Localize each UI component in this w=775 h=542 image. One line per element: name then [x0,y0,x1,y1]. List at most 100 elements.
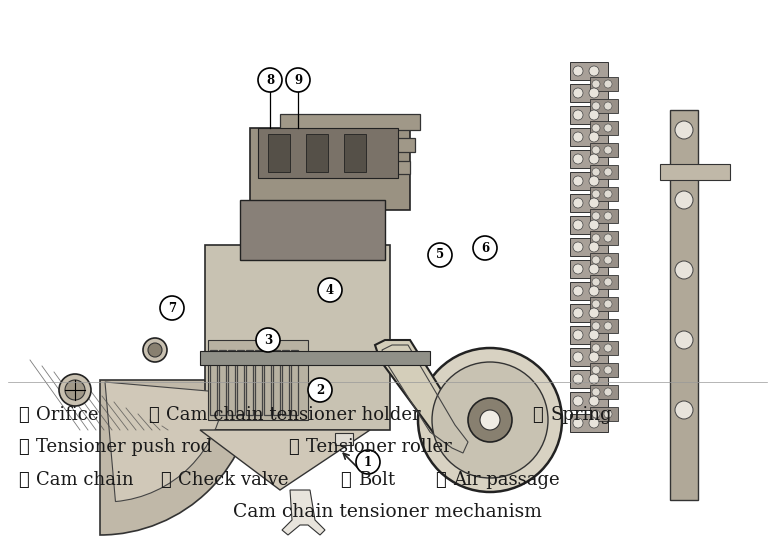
Bar [590,275,618,289]
Circle shape [573,330,583,340]
Bar [210,350,217,415]
Circle shape [589,264,599,274]
Text: ⑨: ⑨ [435,470,446,489]
Bar [344,134,366,172]
Bar [306,134,328,172]
Bar [590,165,618,179]
Circle shape [592,256,600,264]
Text: 4: 4 [326,283,334,296]
Circle shape [432,362,548,478]
Bar [200,351,430,365]
Bar [219,350,226,415]
Bar [590,341,618,355]
Circle shape [604,190,612,198]
Bar [205,245,390,430]
Bar [570,326,608,344]
Circle shape [675,261,693,279]
Circle shape [604,388,612,396]
Bar [264,350,271,415]
Bar [255,350,262,415]
Circle shape [592,80,600,88]
Circle shape [308,378,332,402]
Text: ②: ② [148,405,159,424]
Bar [268,134,290,172]
Bar [246,350,253,415]
Circle shape [589,330,599,340]
Circle shape [592,234,600,242]
Circle shape [592,322,600,330]
Circle shape [592,278,600,286]
Circle shape [65,380,85,400]
Circle shape [258,68,282,92]
Bar [280,114,420,130]
Circle shape [589,352,599,362]
Bar [590,77,618,91]
Bar [282,350,289,415]
Text: ⑤: ⑤ [288,438,298,456]
Wedge shape [105,382,225,501]
Text: ⑧: ⑧ [340,470,351,489]
Circle shape [418,348,562,492]
Circle shape [573,286,583,296]
Text: Bolt: Bolt [358,470,395,489]
Circle shape [589,198,599,208]
Bar [590,187,618,201]
Bar [590,407,618,421]
Bar [570,194,608,212]
Circle shape [428,243,452,267]
Bar [228,350,235,415]
Circle shape [592,366,600,374]
Bar [590,319,618,333]
Bar [590,363,618,377]
Circle shape [604,80,612,88]
Circle shape [589,110,599,120]
Circle shape [592,344,600,352]
Bar [237,350,244,415]
Text: 9: 9 [294,74,302,87]
Text: 7: 7 [168,301,176,314]
Text: 5: 5 [436,248,444,261]
Bar [570,84,608,102]
Bar [570,128,608,146]
Circle shape [604,146,612,154]
Bar [570,392,608,410]
Bar [250,128,410,210]
Circle shape [592,388,600,396]
Circle shape [573,352,583,362]
Bar [590,231,618,245]
Bar [570,172,608,190]
Bar [570,216,608,234]
Circle shape [256,328,280,352]
Bar [273,350,280,415]
Circle shape [480,410,500,430]
Bar [570,150,608,168]
Bar [290,161,410,174]
Bar [570,62,608,80]
Bar [590,385,618,399]
Circle shape [604,344,612,352]
Text: 8: 8 [266,74,274,87]
Circle shape [589,66,599,76]
Circle shape [604,366,612,374]
Circle shape [592,410,600,418]
Bar [570,304,608,322]
Text: ③: ③ [532,405,542,424]
Bar [570,370,608,388]
Bar [570,260,608,278]
Text: ⑥: ⑥ [18,470,29,489]
Circle shape [573,110,583,120]
Circle shape [675,121,693,139]
Text: Check valve: Check valve [178,470,288,489]
Bar [570,282,608,300]
Circle shape [592,212,600,220]
Circle shape [589,286,599,296]
Circle shape [286,68,310,92]
Bar [570,238,608,256]
Circle shape [573,66,583,76]
Circle shape [148,343,162,357]
Circle shape [675,191,693,209]
Bar [570,106,608,124]
Polygon shape [200,430,370,490]
Bar [240,200,385,260]
Circle shape [604,234,612,242]
